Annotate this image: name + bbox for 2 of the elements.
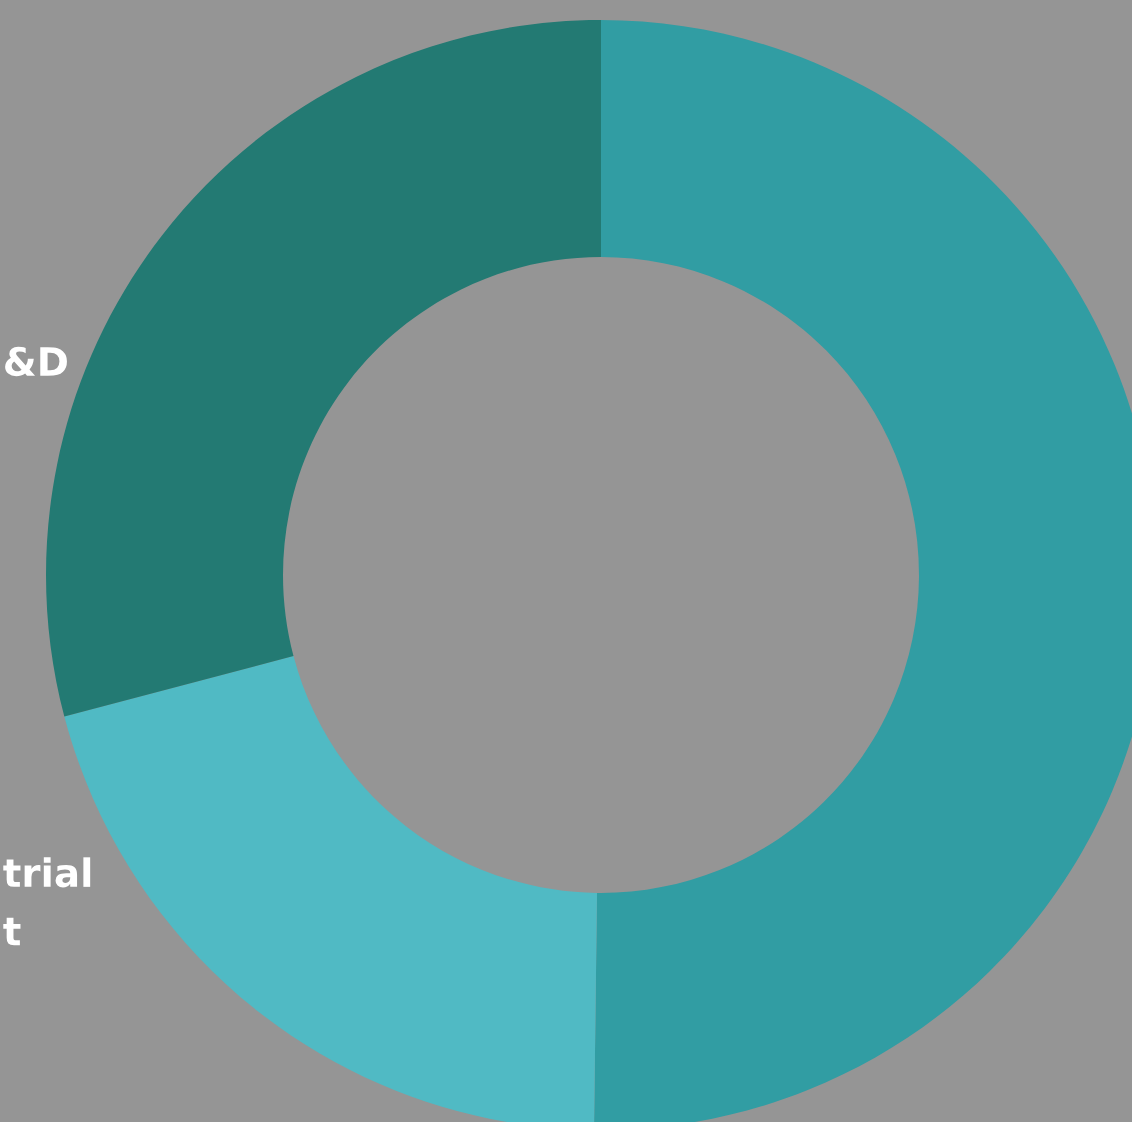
slice-label: trial t — [3, 857, 91, 946]
slice-label: &D — [5, 346, 67, 377]
